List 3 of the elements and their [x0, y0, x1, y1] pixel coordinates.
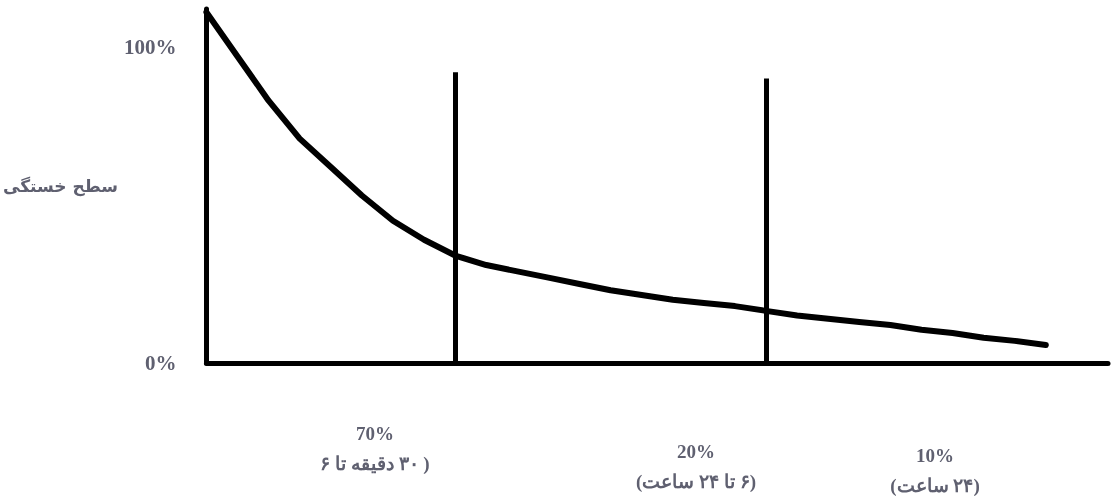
y-tick-label: 0% — [144, 351, 177, 375]
y-tick-label: 100% — [123, 34, 177, 59]
y-axis-title: سطح خستگی — [2, 176, 119, 197]
